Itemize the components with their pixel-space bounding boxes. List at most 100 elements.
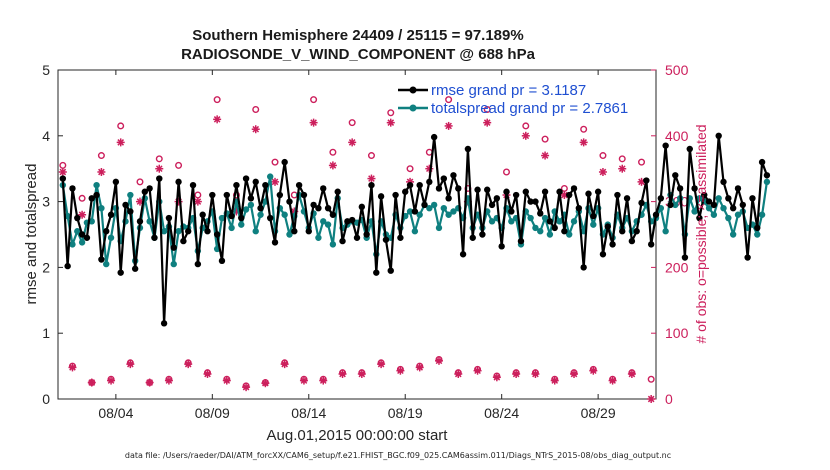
obs-possible-point [647, 375, 655, 383]
obs-assimilated-point [145, 378, 154, 387]
rmse-point [271, 239, 279, 246]
chart-title-line2: RADIOSONDE_V_WIND_COMPONENT @ 688 hPa [181, 46, 536, 63]
rmse-point [69, 185, 76, 192]
rmse-point [488, 201, 496, 209]
rmse-point [604, 223, 611, 230]
totalspread-point [127, 191, 134, 199]
rmse-point [74, 214, 81, 222]
totalspread-point [175, 228, 182, 235]
totalspread-point [527, 214, 534, 222]
rmse-point [599, 251, 607, 258]
y-axis-right-label: # of obs: o=possible; ×=assimilated [693, 124, 709, 343]
rmse-point [344, 218, 351, 225]
obs-possible-point [329, 148, 337, 156]
rmse-series [59, 132, 771, 327]
rmse-point [459, 251, 467, 258]
rmse-point [93, 191, 100, 199]
obs-possible-point [78, 194, 86, 202]
rmse-point [185, 228, 192, 235]
obs-possible-point [503, 168, 511, 176]
x-axis-label: Aug.01,2015 00:00:00 start [267, 427, 449, 444]
totalspread-point [734, 211, 742, 218]
rmse-point [575, 204, 583, 212]
totalspread-point [672, 201, 679, 209]
obs-assimilated-point [280, 360, 289, 369]
rmse-point [324, 204, 332, 212]
obs-assimilated-point [164, 376, 173, 385]
rmse-point [484, 186, 491, 193]
totalspread-point [565, 231, 573, 238]
obs-assimilated-point [570, 369, 579, 378]
rmse-point [672, 172, 679, 179]
y-left-tick-label: 3 [42, 194, 50, 210]
obs-possible-point [117, 122, 125, 130]
x-tick-label: 08/24 [484, 405, 519, 421]
rmse-point [450, 172, 457, 179]
obs-assimilated-point [434, 356, 443, 365]
rmse-point [127, 208, 134, 215]
obs-assimilated-point [377, 360, 386, 369]
obs-possible-point [599, 152, 607, 160]
x-tick-label: 08/19 [388, 405, 423, 421]
rmse-point [705, 198, 713, 205]
rmse-point [131, 265, 139, 272]
rmse-point [614, 191, 621, 199]
obs-assimilated-point [541, 151, 550, 160]
rmse-point [175, 178, 182, 186]
rmse-point [426, 178, 433, 186]
rmse-point [580, 264, 587, 271]
obs-possible-point [580, 125, 588, 133]
obs-possible-point [618, 155, 626, 163]
rmse-point [570, 185, 578, 192]
obs-assimilated-point [155, 164, 164, 173]
totalspread-point [754, 231, 761, 238]
obs-possible-point [271, 158, 279, 166]
totalspread-point [98, 204, 105, 212]
totalspread-point [320, 218, 327, 225]
obs-assimilated-point [126, 360, 135, 369]
rmse-point [512, 191, 520, 199]
x-tick-label: 08/29 [581, 405, 616, 421]
rmse-point [691, 185, 698, 192]
legend-rmse-label: rmse grand pr = 3.1187 [431, 82, 586, 99]
totalspread-point [435, 224, 443, 232]
obs-assimilated-point [415, 363, 424, 372]
totalspread-point [315, 234, 322, 241]
rmse-point [508, 208, 515, 215]
rmse-point [435, 185, 443, 192]
totalspread-point [570, 218, 578, 225]
rmse-point [527, 198, 534, 205]
rmse-point [662, 142, 669, 149]
rmse-point [334, 188, 341, 195]
totalspread-point [532, 224, 539, 232]
totalspread-point [416, 211, 423, 218]
rmse-point [522, 188, 529, 195]
rmse-point [257, 204, 264, 212]
rmse-point [353, 234, 361, 241]
totalspread-point [430, 201, 438, 209]
rmse-point [151, 234, 158, 241]
rmse-point [156, 175, 163, 182]
y-right-tick-label: 500 [665, 62, 689, 78]
obs-possible-point [406, 165, 414, 173]
rmse-point [363, 231, 370, 238]
rmse-point [295, 181, 303, 189]
obs-assimilated-point [338, 369, 347, 378]
rmse-point [590, 212, 597, 220]
rmse-point [725, 195, 732, 202]
obs-assimilated-point [222, 376, 231, 385]
obs-assimilated-point [647, 395, 656, 403]
totalspread-point [252, 228, 259, 235]
totalspread-point [715, 195, 722, 202]
footer-data-file: data file: /Users/raeder/DAI/ATM_forcXX/… [125, 451, 671, 460]
obs-assimilated-point [521, 131, 530, 140]
obs-assimilated-point [184, 360, 193, 369]
obs-possible-point [155, 155, 163, 163]
rmse-point [628, 237, 636, 245]
rmse-point [291, 228, 298, 235]
y-left-tick-label: 4 [42, 128, 50, 144]
obs-assimilated-point [357, 369, 366, 378]
rmse-point [416, 181, 423, 189]
totalspread-point [763, 178, 771, 186]
rmse-point [112, 178, 120, 186]
